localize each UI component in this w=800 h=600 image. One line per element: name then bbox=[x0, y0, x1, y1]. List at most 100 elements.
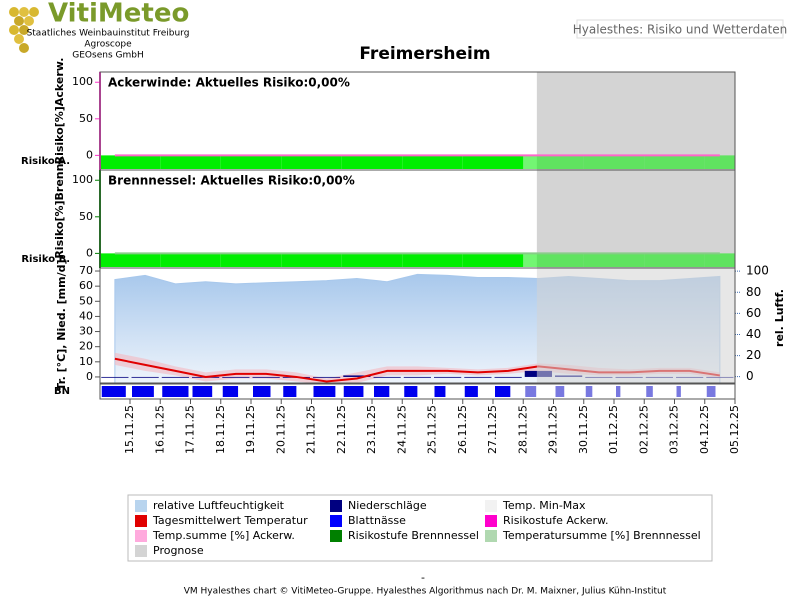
risk-stage bbox=[130, 253, 161, 267]
x-tick-label: 18.11.25 bbox=[214, 405, 227, 454]
risk-stage bbox=[614, 155, 645, 169]
risk-stage bbox=[432, 253, 463, 267]
row-label: BN bbox=[54, 386, 70, 397]
risk-stage bbox=[523, 155, 554, 169]
precipitation-bar bbox=[222, 376, 250, 378]
y-tick-label: 0 bbox=[86, 370, 93, 383]
x-tick-label: 26.11.25 bbox=[456, 405, 469, 454]
y2-tick-label: 20 bbox=[746, 348, 761, 362]
precipitation-bar bbox=[313, 376, 341, 378]
y2-tick-label: 40 bbox=[746, 327, 761, 341]
forecast-shade bbox=[536, 170, 735, 268]
leaf-wetness bbox=[283, 386, 297, 397]
y2-axis-title: rel. Luftf. bbox=[773, 289, 786, 347]
precipitation-bar bbox=[373, 376, 401, 378]
plot-frame bbox=[99, 267, 736, 384]
legend-swatch bbox=[330, 500, 342, 512]
y-axis-title: Risiko[%]Ackerw. bbox=[53, 58, 66, 165]
legend-swatch bbox=[330, 515, 342, 527]
y-tick-label: 100 bbox=[72, 173, 93, 186]
risk-stage bbox=[462, 155, 493, 169]
legend-label: relative Luftfeuchtigkeit bbox=[153, 499, 285, 512]
x-tick-label: 20.11.25 bbox=[274, 405, 287, 454]
risk-stage bbox=[583, 253, 614, 267]
leaf-wetness bbox=[525, 386, 537, 397]
panel-title: Brennnessel: Aktuelles Risiko:0,00% bbox=[108, 174, 355, 188]
risk-stage bbox=[99, 253, 130, 267]
y2-tick-label: 80 bbox=[746, 285, 761, 299]
y-tick-label: 50 bbox=[79, 210, 93, 223]
leaf-wetness bbox=[646, 386, 653, 397]
risk-stage bbox=[190, 253, 221, 267]
risk-stage bbox=[493, 155, 524, 169]
risk-stage bbox=[160, 253, 191, 267]
leaf-wetness bbox=[313, 386, 336, 397]
x-tick-label: 23.11.25 bbox=[365, 405, 378, 454]
x-tick-label: 22.11.25 bbox=[335, 405, 348, 454]
y-tick-label: 10 bbox=[79, 355, 93, 368]
tab: Hyalesthes: Risiko und Wetterdaten bbox=[573, 23, 788, 37]
leaf-wetness bbox=[192, 386, 213, 397]
x-tick-label: 01.12.25 bbox=[607, 405, 620, 454]
risk-stage bbox=[553, 155, 584, 169]
legend-label: Prognose bbox=[153, 544, 204, 557]
risk-stage bbox=[402, 253, 433, 267]
risk-stage bbox=[614, 253, 645, 267]
y-tick-label: 0 bbox=[86, 148, 93, 161]
legend-swatch bbox=[135, 515, 147, 527]
x-tick-label: 02.12.25 bbox=[637, 405, 650, 454]
temp-min-max-band bbox=[114, 352, 720, 385]
precipitation-bar bbox=[403, 376, 431, 378]
precipitation-bar bbox=[161, 376, 189, 378]
leaf-wetness bbox=[706, 386, 716, 397]
leaf-wetness bbox=[101, 386, 126, 397]
y-tick-label: 0 bbox=[86, 246, 93, 259]
risk-stage bbox=[493, 253, 524, 267]
risk-stage bbox=[99, 155, 130, 169]
risk-stage bbox=[130, 155, 161, 169]
x-tick-label: 17.11.25 bbox=[184, 405, 197, 454]
risk-stage bbox=[644, 253, 675, 267]
legend-swatch bbox=[330, 530, 342, 542]
y-tick-label: 30 bbox=[79, 325, 93, 338]
risk-stage bbox=[372, 253, 403, 267]
risk-stage bbox=[220, 253, 251, 267]
chart-title: Freimersheim bbox=[359, 44, 490, 64]
leaf-wetness bbox=[222, 386, 239, 397]
x-tick-label: 04.12.25 bbox=[698, 405, 711, 454]
risk-stage bbox=[583, 155, 614, 169]
y-axis-title: Risiko[%]Brenn. bbox=[53, 159, 66, 258]
leaf-wetness bbox=[676, 386, 681, 397]
precipitation-bar bbox=[131, 376, 159, 378]
legend-label: Temp.summe [%] Ackerw. bbox=[152, 529, 295, 542]
x-tick-label: 25.11.25 bbox=[426, 405, 439, 454]
x-tick-label: 28.11.25 bbox=[516, 405, 529, 454]
leaf-wetness bbox=[434, 386, 446, 397]
risk-stage bbox=[251, 253, 282, 267]
legend-label: Tagesmittelwert Temperatur bbox=[152, 514, 308, 527]
x-tick-label: 19.11.25 bbox=[244, 405, 257, 454]
legend-label: Temperatursumme [%] Brennnessel bbox=[502, 529, 701, 542]
risk-stage bbox=[704, 253, 735, 267]
x-tick-label: 05.12.25 bbox=[728, 405, 741, 454]
leaf-wetness bbox=[253, 386, 271, 397]
leaf-wetness bbox=[404, 386, 418, 397]
legend-swatch bbox=[485, 500, 497, 512]
risk-stage bbox=[251, 155, 282, 169]
leaf-wetness bbox=[585, 386, 593, 397]
y-tick-label: 50 bbox=[79, 294, 93, 307]
risk-stage bbox=[220, 155, 251, 169]
precipitation-bar bbox=[252, 376, 280, 378]
y-tick-label: 20 bbox=[79, 340, 93, 353]
risk-stage bbox=[160, 155, 191, 169]
tab-box bbox=[576, 19, 784, 39]
leaf-wetness bbox=[343, 386, 364, 397]
risk-stage bbox=[674, 253, 705, 267]
leaf-wetness bbox=[464, 386, 478, 397]
logo-line: Staatliches Weinbauinstitut Freiburg bbox=[27, 29, 190, 39]
y-tick-label: 40 bbox=[79, 309, 93, 322]
risk-stage bbox=[190, 155, 221, 169]
risk-stage bbox=[341, 155, 372, 169]
risk-stage bbox=[311, 253, 342, 267]
